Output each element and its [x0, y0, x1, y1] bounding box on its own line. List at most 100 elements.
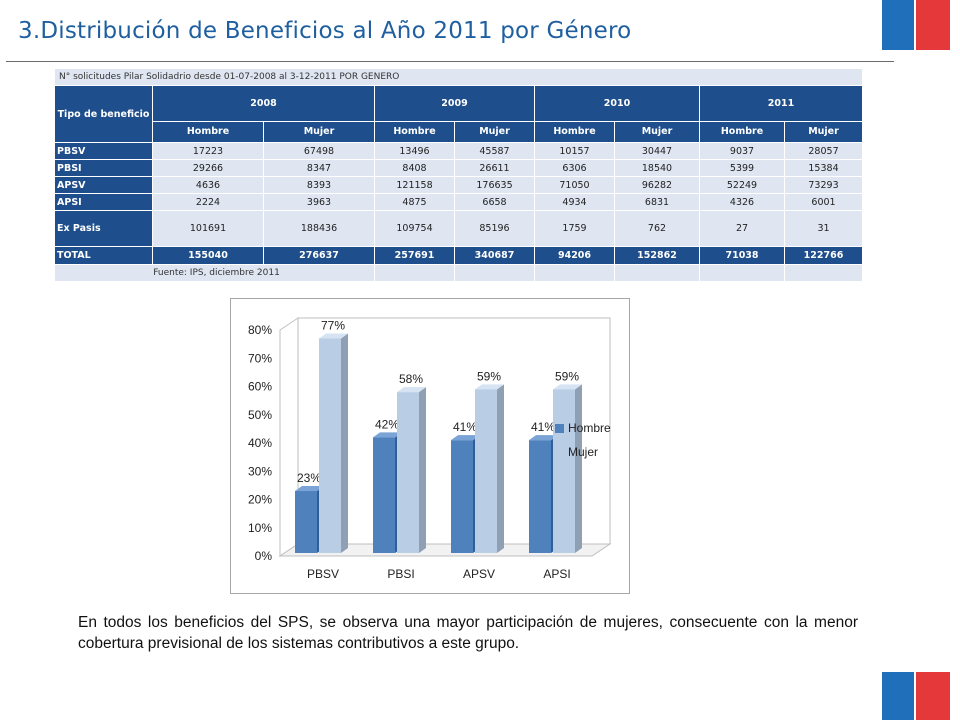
bar-hombre [295, 491, 317, 553]
bar-hombre [529, 440, 551, 553]
table-cell: 45587 [454, 142, 535, 160]
chart-floor [278, 543, 612, 557]
legend-swatch-mujer [555, 448, 564, 457]
empty-cell [374, 264, 455, 282]
table-cell: 17223 [152, 142, 264, 160]
bar-mujer [397, 392, 419, 553]
total-cell: 122766 [783, 246, 864, 265]
total-label: TOTAL [54, 246, 153, 265]
bar-top-hombre [451, 435, 480, 441]
table-row: APSV 4636 8393 121158 176635 71050 96282 52249 7… [54, 176, 864, 194]
total-cell: 340687 [454, 246, 535, 265]
summary-paragraph: En todos los beneficios del SPS, se obse… [78, 614, 858, 652]
table-caption-row: N° solicitudes Pilar Solidadrio desde 01… [53, 68, 864, 86]
gender-header-row: Hombre Mujer Hombre Mujer Hombre Mujer H… [55, 120, 864, 144]
table-cell: 4875 [374, 193, 455, 211]
total-row: TOTAL 155040 276637 257691 340687 94206 … [54, 246, 864, 265]
y-tick-label: 40% [248, 436, 272, 450]
table-cell: 4326 [699, 193, 785, 211]
data-label: 59% [477, 369, 501, 383]
bar-top-mujer [319, 333, 348, 339]
data-label: 23% [297, 471, 321, 485]
flag-red-stripe [916, 0, 950, 50]
year-header: 2011 [698, 85, 864, 122]
page-title: 3.Distribución de Beneficios al Año 2011… [18, 18, 632, 44]
table-cell: 121158 [374, 176, 455, 194]
table-cell: 26611 [454, 159, 535, 177]
table-cell: 6658 [454, 193, 535, 211]
table-cell: 18540 [614, 159, 700, 177]
y-tick-label: 60% [248, 380, 272, 394]
table-cell: 1759 [534, 210, 615, 247]
total-cell: 152862 [614, 246, 700, 265]
y-tick-label: 0% [255, 549, 273, 563]
row-label: PBSV [54, 142, 153, 160]
table-cell: 10157 [534, 142, 615, 160]
row-label: APSV [54, 176, 153, 194]
gender-header: Mujer [614, 120, 700, 144]
flag-red-stripe [916, 672, 950, 720]
flag-blue-stripe [882, 672, 914, 720]
title-divider [6, 61, 894, 62]
total-cell: 155040 [152, 246, 264, 265]
table-cell: 13496 [374, 142, 455, 160]
y-tick-label: 20% [248, 493, 272, 507]
beneficios-table: N° solicitudes Pilar Solidadrio desde 01… [53, 68, 864, 282]
table-cell: 6306 [534, 159, 615, 177]
source-row: Fuente: IPS, diciembre 2011 [54, 264, 864, 282]
table-cell: 67498 [263, 142, 375, 160]
row-label: PBSI [54, 159, 153, 177]
table-cell: 762 [614, 210, 700, 247]
table-cell: 96282 [614, 176, 700, 194]
table-cell: 176635 [454, 176, 535, 194]
table-cell: 71050 [534, 176, 615, 194]
table-row: PBSV 17223 67498 13496 45587 10157 30447 9037 28… [54, 142, 864, 160]
table-cell: 3963 [263, 193, 375, 211]
legend-label: Hombre [568, 421, 611, 435]
flag-logo-bottom [882, 670, 950, 720]
bar-side-mujer [419, 387, 426, 553]
table-cell: 101691 [152, 210, 264, 247]
table-cell: 15384 [783, 159, 864, 177]
y-tick-label: 10% [248, 521, 272, 535]
legend-label: Mujer [568, 445, 598, 459]
row-label: APSI [54, 193, 153, 211]
y-tick-label: 30% [248, 464, 272, 478]
gender-header: Hombre [699, 120, 785, 144]
table-cell: 4934 [534, 193, 615, 211]
bar-top-hombre [373, 432, 402, 438]
table-cell: 85196 [454, 210, 535, 247]
table-row: PBSI 29266 8347 8408 26611 6306 18540 5399 15384 [54, 159, 864, 177]
bar-hombre [451, 440, 473, 553]
table-cell: 8347 [263, 159, 375, 177]
table-row: APSI 2224 3963 4875 6658 4934 6831 4326 6001 [54, 193, 864, 211]
gender-header: Hombre [374, 120, 455, 144]
table-cell: 6001 [783, 193, 864, 211]
bar-mujer [553, 389, 575, 553]
empty-cell [699, 264, 785, 282]
table-cell: 30447 [614, 142, 700, 160]
table-cell: 31 [783, 210, 864, 247]
table-cell: 73293 [783, 176, 864, 194]
bar-top-hombre [529, 435, 558, 441]
bar-side-mujer [497, 384, 504, 553]
row-header-cell: Tipo de beneficio [54, 85, 153, 143]
empty-cell [614, 264, 700, 282]
bar-top-hombre [295, 486, 324, 492]
gender-header: Hombre [534, 120, 615, 144]
legend-swatch-hombre [555, 424, 564, 433]
table-cell: 27 [699, 210, 785, 247]
table-cell: 188436 [263, 210, 375, 247]
bar-hombre [373, 437, 395, 553]
x-tick-label: PBSV [307, 567, 339, 581]
gender-header: Hombre [152, 120, 264, 144]
table-row: Ex Pasis 101691 188436 109754 85196 1759 762 27… [54, 210, 864, 247]
table-cell: 109754 [374, 210, 455, 247]
y-tick-label: 70% [248, 351, 272, 365]
source-note: Fuente: IPS, diciembre 2011 [54, 264, 375, 282]
total-cell: 257691 [374, 246, 455, 265]
y-tick-label: 50% [248, 408, 272, 422]
year-header: 2008 [152, 85, 375, 122]
flag-blue-stripe [882, 0, 914, 50]
data-label: 59% [555, 369, 579, 383]
